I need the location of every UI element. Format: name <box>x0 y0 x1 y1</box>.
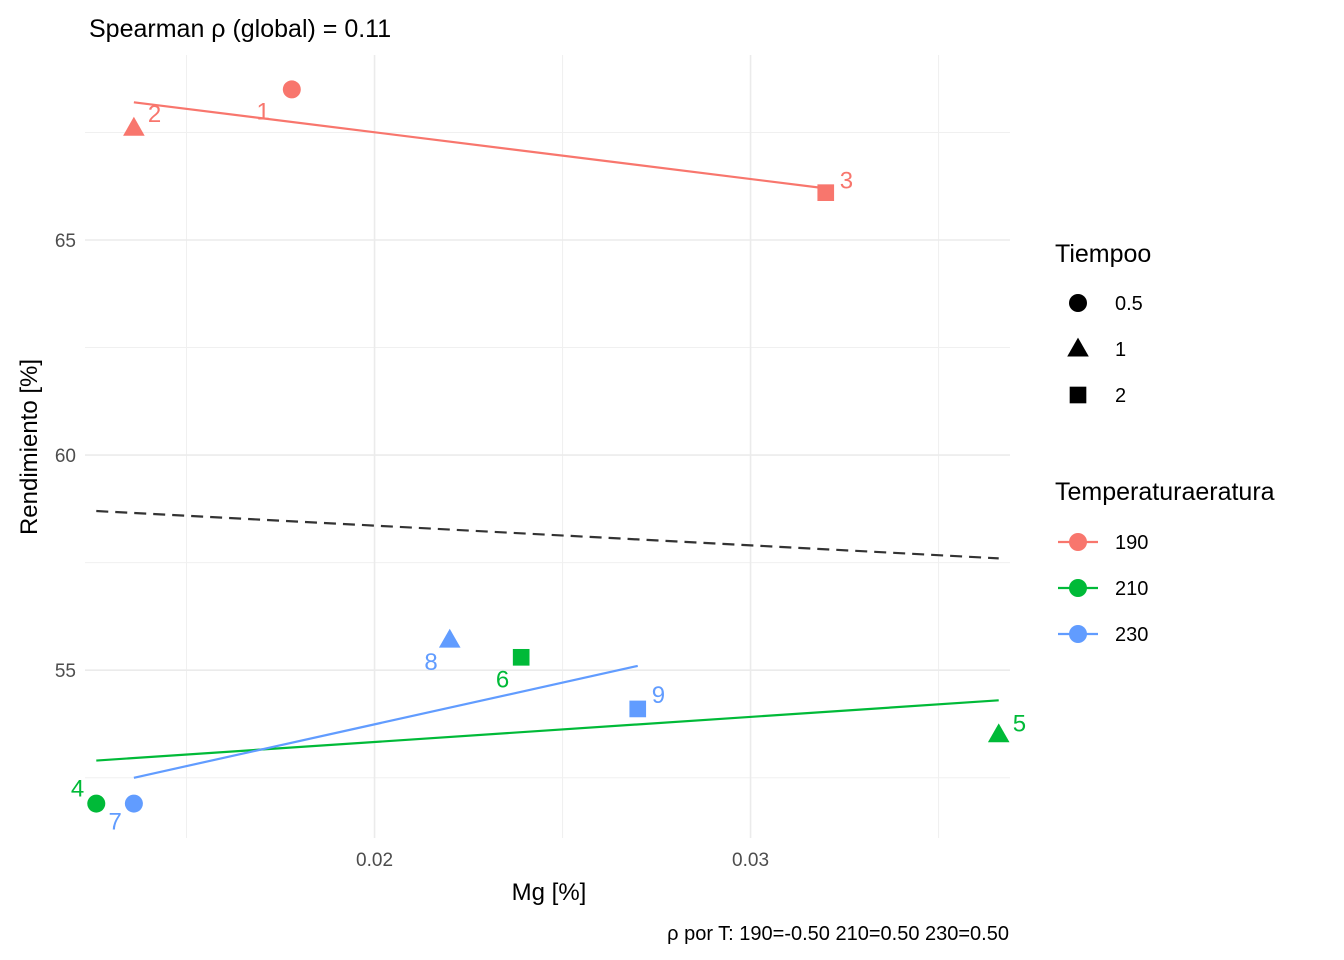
point-label-8: 8 <box>424 649 437 676</box>
global-fit-line <box>96 509 999 560</box>
data-point-8 <box>438 628 461 648</box>
data-point-7 <box>124 794 143 813</box>
legend-label-tiempo: 1 <box>1115 339 1126 361</box>
data-point-5 <box>987 723 1010 743</box>
y-tick-label: 55 <box>55 661 76 682</box>
legend-title-tiempo: Tiempoo <box>1055 240 1151 268</box>
point-label-4: 4 <box>71 776 84 803</box>
legend-key-square <box>1069 386 1087 404</box>
data-point-9 <box>629 700 647 718</box>
legend-key-triangle <box>1067 337 1089 357</box>
point-label-1: 1 <box>256 98 269 125</box>
y-tick-label: 65 <box>55 231 76 252</box>
chart-caption: ρ por T: 190=-0.50 210=0.50 230=0.50 <box>667 923 1009 945</box>
legend-title-temperatura: Temperaturaeratura <box>1055 478 1275 506</box>
data-point-2 <box>123 116 145 136</box>
chart-title: Spearman ρ (global) = 0.11 <box>89 15 391 43</box>
fit-line-190 <box>133 101 826 190</box>
legend-key-dot-230 <box>1069 625 1087 643</box>
axes: 0.02 0.03 55 60 65 <box>55 231 769 871</box>
y-tick-label: 60 <box>55 446 76 467</box>
legend-tiempo: Tiempoo 0.5 1 2 <box>1055 240 1151 407</box>
fit-lines <box>96 101 999 779</box>
legend-key-circle <box>1069 294 1087 312</box>
x-axis-title: Mg [%] <box>512 879 587 906</box>
point-label-2: 2 <box>148 101 161 128</box>
point-label-5: 5 <box>1013 711 1026 738</box>
legend-temperatura: Temperaturaeratura 190 210 230 <box>1055 478 1275 646</box>
legend-label-temperatura: 190 <box>1115 532 1148 554</box>
legend-key-dot-190 <box>1069 533 1087 551</box>
grid <box>85 55 1010 838</box>
data-points: 1 2 3 4 5 6 7 8 9 <box>71 80 1026 836</box>
data-point-6 <box>512 648 530 666</box>
x-tick-label: 0.02 <box>356 850 393 871</box>
legend-key-dot-210 <box>1069 579 1087 597</box>
data-point-4 <box>87 794 106 813</box>
fit-line-210 <box>96 699 999 762</box>
legend-label-temperatura: 210 <box>1115 578 1148 600</box>
point-label-9: 9 <box>652 682 665 709</box>
data-point-3 <box>817 184 835 201</box>
legend-label-tiempo: 0.5 <box>1115 293 1143 315</box>
data-point-1 <box>282 80 301 99</box>
legend-label-temperatura: 230 <box>1115 624 1148 646</box>
y-axis-title: Rendimiento [%] <box>16 359 43 535</box>
x-tick-label: 0.03 <box>732 850 769 871</box>
legend-label-tiempo: 2 <box>1115 385 1126 407</box>
fit-line-230 <box>133 664 638 779</box>
point-label-7: 7 <box>109 809 122 836</box>
point-label-6: 6 <box>496 666 509 693</box>
point-label-3: 3 <box>840 168 853 195</box>
